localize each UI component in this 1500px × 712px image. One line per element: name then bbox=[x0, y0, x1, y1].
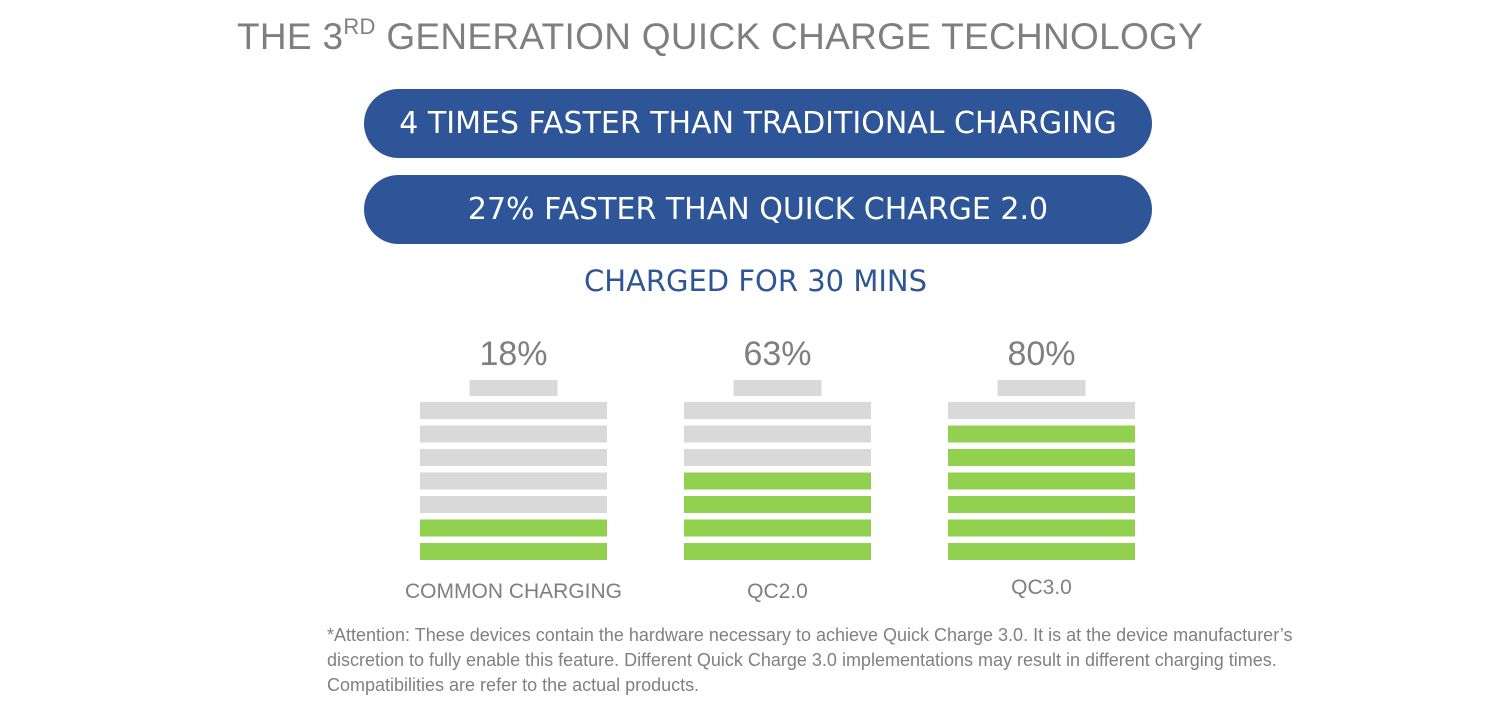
battery-cap bbox=[997, 380, 1086, 396]
battery-cap bbox=[469, 380, 558, 396]
bar-segment-filled bbox=[948, 425, 1135, 443]
battery-cap bbox=[733, 380, 822, 396]
chart-title: CHARGED FOR 30 MINS bbox=[583, 264, 928, 298]
bar-segment-filled bbox=[684, 543, 871, 560]
bar-segment-filled bbox=[420, 543, 607, 560]
bar-segment-empty bbox=[420, 496, 607, 513]
bar-segment-filled bbox=[948, 543, 1135, 560]
bar-segment-empty bbox=[684, 402, 871, 419]
title-superscript: RD bbox=[343, 14, 376, 39]
bar-segment-empty bbox=[420, 449, 607, 466]
title-suffix: GENERATION QUICK CHARGE TECHNOLOGY bbox=[375, 16, 1204, 57]
footnote: *Attention: These devices contain the ha… bbox=[327, 625, 1293, 695]
category-label: QC3.0 bbox=[1011, 576, 1072, 599]
title-prefix: THE 3 bbox=[237, 16, 344, 57]
bar-segment-filled bbox=[948, 472, 1135, 490]
bar-segment-empty bbox=[420, 402, 607, 419]
bar-segment-empty bbox=[684, 449, 871, 466]
bar-segment-filled bbox=[420, 519, 607, 537]
bar-segment-empty bbox=[684, 425, 871, 443]
value-label: 18% bbox=[479, 335, 547, 373]
bar-segment-empty bbox=[420, 425, 607, 443]
value-label: 80% bbox=[1007, 335, 1075, 373]
highlight-pill-times-faster: 4 TIMES FASTER THAN TRADITIONAL CHARGING bbox=[364, 89, 1152, 158]
bar-segment-filled bbox=[948, 496, 1135, 513]
bar-segment-filled bbox=[684, 519, 871, 537]
category-label: COMMON CHARGING bbox=[405, 580, 622, 603]
highlight-pill-percent-faster: 27% FASTER THAN QUICK CHARGE 2.0 bbox=[364, 175, 1152, 244]
bar-segment-filled bbox=[684, 496, 871, 513]
bar-segment-empty bbox=[948, 402, 1135, 419]
category-label: QC2.0 bbox=[747, 580, 808, 603]
bar-segment-empty bbox=[420, 472, 607, 490]
page-title: THE 3RD GENERATION QUICK CHARGE TECHNOLO… bbox=[237, 14, 1203, 58]
bar-segment-filled bbox=[948, 519, 1135, 537]
bar-segment-filled bbox=[948, 449, 1135, 466]
bar-segment-filled bbox=[684, 472, 871, 490]
value-label: 63% bbox=[743, 335, 811, 373]
